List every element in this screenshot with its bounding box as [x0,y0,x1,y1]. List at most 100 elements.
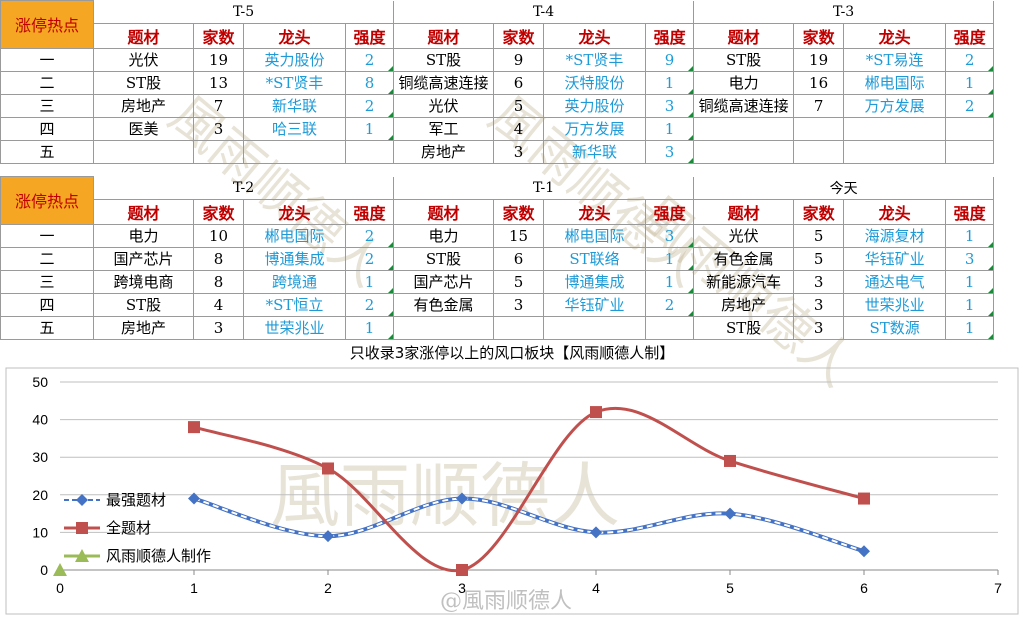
table-row: 五房地产 3 世荣兆业 1 ST股 3 ST数源 1 [0,315,995,340]
strength-cell: 2 [344,292,395,317]
column-header-count: 家数 [193,198,244,225]
table-row: 二国产芯片 8 博通集成 2 ST股 6 ST联络 1 有色金属 5 华钰矿业 3 [0,246,995,271]
data-point [456,492,468,505]
leader-stock-cell: 通达电气 [843,269,947,294]
theme-cell [693,116,795,141]
rank-label: 五 [0,315,94,340]
leader-stock-cell: 新华联 [543,139,647,164]
leader-stock-cell: 博通集成 [543,269,647,294]
column-header-strength: 强度 [945,22,995,49]
rank-label: 五 [0,139,94,164]
theme-cell [693,139,795,164]
theme-cell: 电力 [693,70,795,95]
theme-cell: ST股 [393,246,495,271]
theme-cell: 房地产 [393,139,495,164]
period-header: T-1 [393,176,695,200]
column-header-theme: 题材 [693,22,795,49]
series-line-outline [193,496,865,554]
count-cell: 3 [793,315,845,340]
strength-cell: 2 [645,292,695,317]
column-header-theme: 题材 [393,22,495,49]
strength-cell: 1 [645,269,695,294]
theme-cell: 电力 [93,223,194,248]
count-cell: 15 [493,223,545,248]
leader-stock-cell: 万方发展 [543,116,647,141]
leader-stock-cell [843,139,947,164]
data-point [53,563,67,576]
count-cell: 3 [793,292,845,317]
strength-cell: 1 [945,223,995,248]
count-cell: 8 [193,246,244,271]
strength-cell: 1 [645,70,695,95]
rank-label: 三 [0,269,94,294]
leader-stock-cell: 英力股份 [543,93,647,118]
leader-stock-cell: 郴电国际 [843,70,947,95]
theme-cell: 房地产 [693,292,795,317]
leader-stock-cell [243,139,346,164]
leader-stock-cell: 华钰矿业 [843,246,947,271]
hot-topics-table-bottom: 涨停热点 T-2 T-1 今天 题材 家数 龙头 强度 题材 家数 龙头 强度 题材 家数 龙头 强度一电力 1… [0,176,995,340]
period-header: T-4 [393,0,695,24]
leader-stock-cell: 新华联 [243,93,346,118]
count-cell: 6 [493,246,545,271]
x-tick-label: 5 [726,580,734,596]
period-header: T-2 [92,176,395,200]
x-tick-label: 1 [190,580,198,596]
data-point [322,530,334,543]
data-point [322,462,334,475]
count-cell: 3 [193,315,244,340]
theme-cell: ST股 [93,70,194,95]
y-tick-label: 0 [40,562,48,578]
x-tick-label: 4 [592,580,600,596]
count-cell: 3 [793,269,845,294]
count-cell: 16 [793,70,845,95]
leader-stock-cell: 跨境通 [243,269,346,294]
strength-cell: 1 [344,116,395,141]
rank-label: 二 [0,246,94,271]
strength-cell: 2 [344,246,395,271]
period-header: 今天 [693,176,995,200]
table-row: 三房地产 7 新华联 2 光伏 5 英力股份 3 铜缆高速连接 7 万方发展 2 [0,93,995,118]
theme-cell: 医美 [93,116,194,141]
column-header-leader: 龙头 [543,22,647,49]
x-tick-label: 0 [56,580,64,596]
column-header-strength: 强度 [645,198,695,225]
legend-marker [76,494,88,506]
y-tick-label: 20 [32,487,48,503]
leader-stock-cell [843,116,947,141]
count-cell: 6 [493,70,545,95]
leader-stock-cell: 世荣兆业 [243,315,346,340]
legend-label: 风雨顺德人制作 [106,547,211,565]
table-row: 三跨境电商 8 跨境通 1 国产芯片 5 博通集成 1 新能源汽车 3 通达电气 1 [0,269,995,294]
strength-cell: 3 [645,93,695,118]
strength-cell [645,315,695,340]
count-cell: 3 [193,116,244,141]
strength-cell [945,139,995,164]
strength-cell: 1 [344,269,395,294]
rank-label: 一 [0,47,94,72]
legend-marker [76,522,88,534]
table-row: 二 ST股 13 *ST贤丰 8 铜缆高速连接 6 沃特股份 1 电力 16 郴电国际 1 [0,70,995,95]
column-header-count: 家数 [193,22,244,49]
column-header-leader: 龙头 [243,22,346,49]
column-header-leader: 龙头 [843,198,947,225]
data-point [590,406,602,419]
y-tick-label: 30 [32,449,48,465]
leader-stock-cell: 华钰矿业 [543,292,647,317]
rank-label: 一 [0,223,94,248]
table-row: 一光伏 19 英力股份 2 ST股 9 *ST贤丰 9 ST股 19 *ST易连 2 [0,47,995,72]
data-point [858,545,870,558]
data-point [188,492,200,505]
count-cell: 5 [493,269,545,294]
leader-stock-cell: *ST贤丰 [543,47,647,72]
table-row: 五房地产 3 新华联 3 [0,139,995,164]
legend-label: 最强题材 [106,491,166,509]
y-tick-label: 10 [32,524,48,540]
data-point [590,526,602,539]
theme-cell: ST股 [693,315,795,340]
leader-stock-cell [543,315,647,340]
strength-cell: 2 [945,47,995,72]
theme-cell: ST股 [393,47,495,72]
column-header-strength: 强度 [945,198,995,225]
